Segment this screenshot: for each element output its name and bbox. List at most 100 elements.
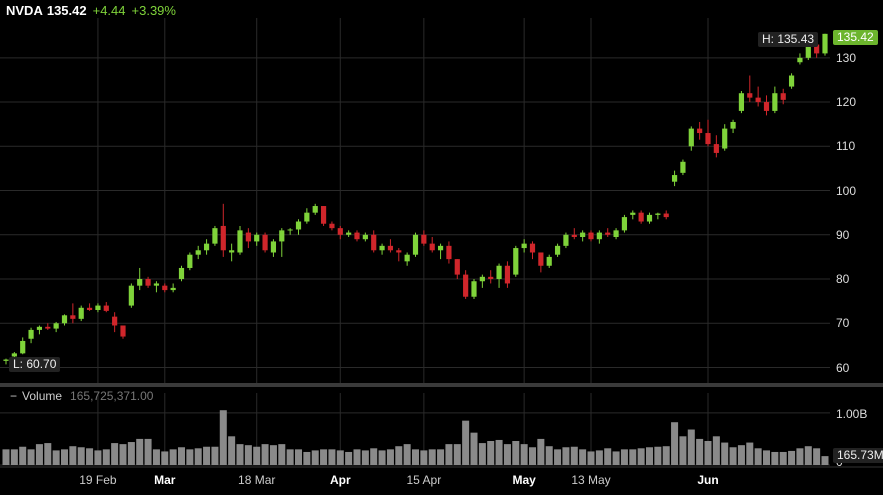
volume-bar <box>662 446 670 465</box>
volume-bar <box>161 451 169 465</box>
candle-body <box>195 250 201 255</box>
candle-body <box>53 323 59 329</box>
volume-bar <box>286 449 294 465</box>
candle-body <box>421 234 427 244</box>
volume-bar <box>361 450 369 465</box>
time-tick-label: Mar <box>154 473 176 487</box>
volume-bar <box>353 449 361 465</box>
time-tick-label: Jun <box>697 473 719 487</box>
candle-body <box>170 287 176 291</box>
volume-bar <box>462 420 470 465</box>
candle-body <box>446 245 452 260</box>
candle-body <box>504 265 511 284</box>
volume-bar <box>269 445 277 465</box>
price-tick-label: 120 <box>836 95 857 110</box>
volume-bar <box>403 444 411 465</box>
candle-body <box>479 276 485 282</box>
time-tick-label: 19 Feb <box>79 473 117 487</box>
volume-bar <box>654 446 662 465</box>
volume-bar <box>320 449 328 465</box>
candle-body <box>496 265 502 280</box>
candle-body <box>404 254 410 262</box>
volume-bar <box>136 438 144 465</box>
candle-body <box>220 225 226 251</box>
volume-bar <box>411 449 420 465</box>
candle-body <box>28 329 34 339</box>
candle-body <box>822 33 828 54</box>
candle-body <box>488 276 494 280</box>
volume-bar <box>520 444 528 465</box>
volume-bar <box>612 451 620 465</box>
volume-bar <box>478 443 486 465</box>
volume-bar <box>512 441 520 465</box>
price-tick-label: 130 <box>836 50 857 65</box>
candle-body <box>245 232 251 242</box>
time-tick-label: 15 Apr <box>406 473 442 487</box>
candle-body <box>371 234 377 251</box>
volume-bar <box>554 449 562 465</box>
volume-bar <box>27 449 35 465</box>
volume-bar <box>86 448 94 465</box>
candle-body <box>755 97 761 103</box>
volume-bar <box>671 422 679 465</box>
candle-body <box>671 175 678 182</box>
candle-body <box>262 234 268 251</box>
collapse-volume-toggle[interactable]: − <box>10 389 18 403</box>
candle-body <box>638 212 644 222</box>
candle-body <box>730 121 736 129</box>
candle-body <box>379 245 385 251</box>
volume-value: 165,725,371.00 <box>70 389 154 403</box>
volume-bar <box>537 438 545 465</box>
volume-bar <box>345 451 353 465</box>
candle-body <box>697 128 703 134</box>
candle-body <box>471 281 477 297</box>
candle-body <box>747 93 753 98</box>
price-tick-label: 60 <box>836 360 850 375</box>
candle-body <box>20 340 26 354</box>
candle-body <box>763 102 770 111</box>
candle-body <box>546 256 552 266</box>
volume-bar <box>144 438 152 465</box>
volume-bar <box>729 447 737 465</box>
volume-bar <box>821 456 829 465</box>
candle-body <box>61 315 68 324</box>
candle-body <box>153 283 160 286</box>
candle-body <box>437 245 444 251</box>
candle-body <box>738 93 745 111</box>
candle-body <box>103 305 109 311</box>
volume-bar <box>127 442 135 465</box>
candle-body <box>212 228 218 244</box>
volume-bar <box>545 446 553 465</box>
candle-body <box>145 279 151 286</box>
candle-body <box>563 234 569 246</box>
volume-bar <box>804 446 812 465</box>
candle-body <box>36 326 43 330</box>
candle-body <box>780 93 786 100</box>
candle-body <box>630 212 636 215</box>
candle-body <box>95 305 101 310</box>
candle-body <box>772 93 778 111</box>
candle-body <box>237 230 243 253</box>
candle-body <box>621 217 628 231</box>
candle-body <box>705 133 711 145</box>
volume-bar <box>796 448 804 465</box>
volume-bar <box>177 447 186 465</box>
candle-body <box>722 128 728 149</box>
volume-bar <box>445 444 453 465</box>
volume-bar <box>579 449 587 465</box>
volume-panel-header: − Volume 165,725,371.00 <box>10 389 153 403</box>
candle-body <box>137 279 143 286</box>
volume-bar <box>604 448 612 465</box>
volume-bar <box>370 448 378 465</box>
candle-body <box>429 243 435 251</box>
volume-bar <box>754 448 762 465</box>
price-tick-label: 110 <box>836 139 856 154</box>
candle-body <box>580 232 586 237</box>
candle-body <box>187 254 193 268</box>
volume-bar <box>303 451 311 465</box>
candle-body <box>538 252 544 266</box>
volume-bar <box>629 449 637 465</box>
quote-header: NVDA 135.42 +4.44 +3.39% <box>6 3 176 18</box>
